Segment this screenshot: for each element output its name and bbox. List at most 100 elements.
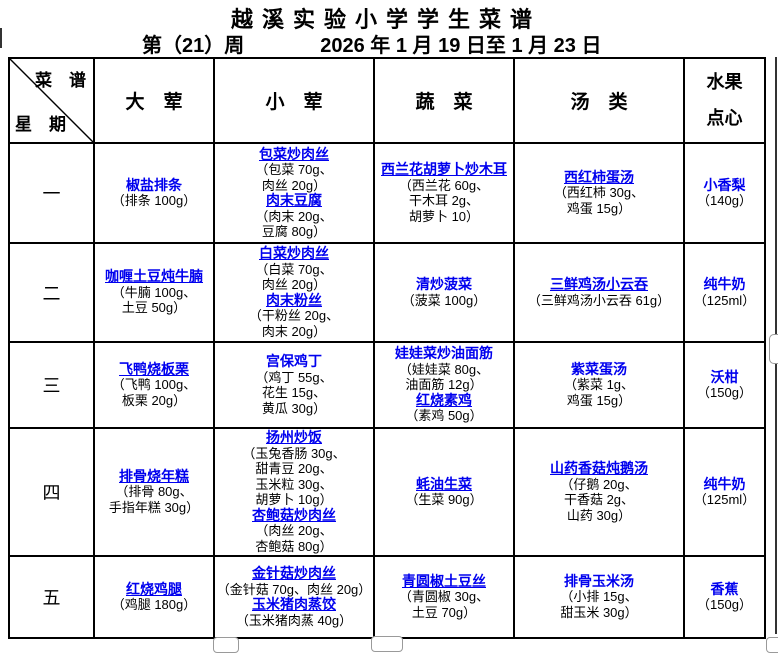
dish-name: 排骨玉米汤 — [564, 572, 634, 589]
dish-name: 纯牛奶 — [703, 276, 746, 292]
dish-name: 西兰花胡萝卜炒木耳 — [381, 161, 507, 177]
cell-tang: 紫菜蛋汤 （紫菜 1g、 鸡蛋 15g） — [513, 341, 685, 429]
dish-name: 紫菜蛋汤 — [571, 360, 627, 377]
cell-fruit: 香蕉 （150g） — [683, 555, 766, 639]
corner-label-weekday: 星 期 — [15, 115, 66, 134]
day-label: 五 — [8, 555, 95, 639]
dish-detail: （150g） — [697, 597, 752, 612]
dish-name: 香蕉 — [710, 580, 739, 597]
cell-shucai: 蚝油生菜 （生菜 90g） — [373, 427, 515, 557]
cell-dahun: 飞鸭烧板栗 （飞鸭 100g、 板栗 20g） — [93, 341, 215, 429]
dish-name: 咖喱土豆炖牛腩 — [105, 268, 203, 285]
bottom-handle-fragment — [371, 636, 403, 652]
dish-detail: （小排 15g、 甜玉米 30g） — [560, 589, 638, 620]
dish-detail: （排条 100g） — [111, 193, 197, 208]
dish-detail: （生菜 90g） — [405, 492, 483, 507]
menu-row-monday: 一 椒盐排条 （排条 100g） 包菜炒肉丝 （包菜 70g、 肉丝 20g） 肉末… — [8, 142, 766, 244]
dish-name: 纯牛奶 — [703, 475, 746, 492]
cell-dahun: 椒盐排条 （排条 100g） — [93, 142, 215, 244]
dish-detail: （125ml） — [693, 492, 756, 507]
cell-shucai: 清炒菠菜 （菠菜 100g） — [373, 242, 515, 343]
day-label: 四 — [8, 427, 95, 557]
cell-fruit: 纯牛奶 （125ml） — [683, 242, 766, 343]
menu-table: 菜 谱 星 期 大 荤 小 荤 蔬 菜 汤 类 水果 点心 一 椒盐排条 （排条 … — [8, 57, 766, 639]
menu-row-tuesday: 二 咖喱土豆炖牛腩 （牛腩 100g、 土豆 50g） 白菜炒肉丝 （白菜 70g、… — [8, 242, 766, 343]
day-label: 三 — [8, 341, 95, 429]
dish-name: 杏鲍菇炒肉丝 — [252, 506, 336, 523]
cell-xiaohun: 金针菇炒肉丝 （金针菇 70g、肉丝 20g） 玉米猪肉蒸饺 （玉米猪肉蒸 40g） — [213, 555, 375, 639]
dish-name: 椒盐排条 — [126, 176, 182, 193]
dish-detail: （三鲜鸡汤小云吞 61g） — [527, 292, 671, 308]
menu-title: 越溪实验小学学生菜谱 — [230, 7, 541, 32]
bottom-handle-fragment — [766, 637, 778, 653]
dish-name: 白菜炒肉丝 — [259, 245, 329, 261]
menu-row-friday: 五 红烧鸡腿 （鸡腿 180g） 金针菇炒肉丝 （金针菇 70g、肉丝 20g） 玉… — [8, 555, 766, 639]
dish-name: 小香梨 — [703, 176, 746, 193]
column-header-tang: 汤 类 — [513, 57, 685, 144]
column-header-shucai: 蔬 菜 — [373, 57, 515, 144]
cell-fruit: 小香梨 （140g） — [683, 142, 766, 244]
dish-detail: （肉末 20g、 豆腐 80g） — [255, 208, 333, 240]
dish-name: 娃娃菜炒油面筋 — [395, 345, 493, 362]
cell-dahun: 红烧鸡腿 （鸡腿 180g） — [93, 555, 215, 639]
dish-detail: （玉兔香肠 30g、 甜青豆 20g、 玉米粒 30g、 胡萝卜 10g） — [242, 445, 346, 508]
dish-name: 玉米猪肉蒸饺 — [252, 596, 336, 612]
diagonal-line — [10, 59, 93, 142]
day-label: 二 — [8, 242, 95, 343]
left-edge-mark — [0, 28, 2, 48]
dish-name: 肉末豆腐 — [266, 192, 322, 208]
dish-detail: （140g） — [697, 193, 752, 208]
dish-detail: （娃娃菜 80g、 油面筋 12g） — [398, 361, 490, 393]
dish-detail: （包菜 70g、 肉丝 20g） — [255, 162, 333, 193]
dish-detail: （素鸡 50g） — [405, 408, 483, 424]
dish-detail: （125ml） — [693, 292, 756, 308]
cell-fruit: 纯牛奶 （125ml） — [683, 427, 766, 557]
dish-name: 宫保鸡丁 — [266, 353, 322, 369]
dish-name: 蚝油生菜 — [416, 475, 472, 492]
date-range: 2026 年 1 月 19 日至 1 月 23 日 — [320, 35, 602, 57]
bottom-handle-fragment — [213, 637, 239, 653]
dish-name: 红烧素鸡 — [416, 391, 472, 408]
dish-name: 西红柿蛋汤 — [564, 168, 634, 185]
header-row: 菜 谱 星 期 大 荤 小 荤 蔬 菜 汤 类 水果 点心 — [8, 57, 766, 144]
dish-detail: （青圆椒 30g、 土豆 70g） — [398, 589, 490, 620]
corner-cell: 菜 谱 星 期 — [8, 57, 95, 144]
dish-name: 包菜炒肉丝 — [259, 145, 329, 162]
dish-name: 排骨烧年糕 — [119, 467, 189, 484]
cell-tang: 三鲜鸡汤小云吞 （三鲜鸡汤小云吞 61g） — [513, 242, 685, 343]
dish-name: 山药香菇炖鹅汤 — [550, 460, 648, 476]
menu-row-thursday: 四 排骨烧年糕 （排骨 80g、 手指年糕 30g） 扬州炒饭 （玉兔香肠 30g、… — [8, 427, 766, 557]
dish-name: 飞鸭烧板栗 — [119, 360, 189, 377]
day-label: 一 — [8, 142, 95, 244]
dish-detail: （西兰花 60g、 干木耳 2g、 胡萝卜 10） — [398, 177, 490, 224]
dish-detail: （飞鸭 100g、 板栗 20g） — [111, 377, 197, 408]
cell-xiaohun: 包菜炒肉丝 （包菜 70g、 肉丝 20g） 肉末豆腐 （肉末 20g、 豆腐 80… — [213, 142, 375, 244]
dish-detail: （排骨 80g、 手指年糕 30g） — [108, 484, 200, 515]
cell-xiaohun: 宫保鸡丁 （鸡丁 55g、 花生 15g、 黄瓜 30g） — [213, 341, 375, 429]
column-header-dahun: 大 荤 — [93, 57, 215, 144]
week-label: 第（21）周 — [142, 35, 245, 57]
dish-detail: （鸡丁 55g、 花生 15g、 黄瓜 30g） — [255, 369, 333, 416]
cell-xiaohun: 扬州炒饭 （玉兔香肠 30g、 甜青豆 20g、 玉米粒 30g、 胡萝卜 10g… — [213, 427, 375, 557]
dish-detail: （菠菜 100g） — [401, 292, 487, 308]
column-header-fruit: 水果 点心 — [683, 57, 766, 144]
cell-xiaohun: 白菜炒肉丝 （白菜 70g、 肉丝 20g） 肉末粉丝 （干粉丝 20g、 肉末 2… — [213, 242, 375, 343]
dish-detail: （仔鹅 20g、 干香菇 2g、 山药 30g） — [560, 476, 638, 523]
cell-shucai: 西兰花胡萝卜炒木耳 （西兰花 60g、 干木耳 2g、 胡萝卜 10） — [373, 142, 515, 244]
fruit-header-line1: 水果 — [706, 72, 743, 93]
dish-name: 青圆椒土豆丝 — [402, 572, 486, 589]
cell-tang: 西红柿蛋汤 （西红柿 30g、 鸡蛋 15g） — [513, 142, 685, 244]
cell-tang: 山药香菇炖鹅汤 （仔鹅 20g、 干香菇 2g、 山药 30g） — [513, 427, 685, 557]
dish-detail: （白菜 70g、 肉丝 20g） — [255, 261, 333, 293]
right-edge-handle-fragment — [769, 334, 778, 364]
dish-name: 清炒菠菜 — [416, 276, 472, 292]
dish-detail: （150g） — [697, 385, 752, 400]
cell-dahun: 排骨烧年糕 （排骨 80g、 手指年糕 30g） — [93, 427, 215, 557]
cell-dahun: 咖喱土豆炖牛腩 （牛腩 100g、 土豆 50g） — [93, 242, 215, 343]
menu-subtitle: 第（21）周 2026 年 1 月 19 日至 1 月 23 日 — [8, 29, 764, 58]
dish-detail: （西红柿 30g、 鸡蛋 15g） — [553, 185, 645, 216]
fruit-header-line2: 点心 — [706, 107, 743, 128]
dish-detail: （紫菜 1g、 鸡蛋 15g） — [563, 377, 635, 408]
cell-shucai: 青圆椒土豆丝 （青圆椒 30g、 土豆 70g） — [373, 555, 515, 639]
cell-fruit: 沃柑 （150g） — [683, 341, 766, 429]
